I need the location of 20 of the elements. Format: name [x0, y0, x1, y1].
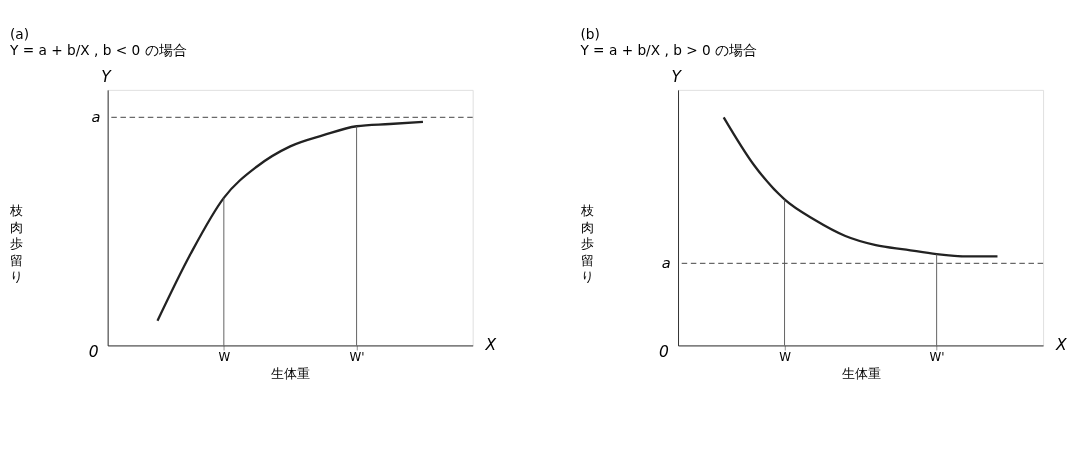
- text: Y: [101, 67, 113, 86]
- ref-line-label: a: [661, 253, 671, 271]
- ref-line-label: a: [91, 107, 101, 125]
- x-tick-label: W': [349, 350, 365, 365]
- text: X: [484, 336, 497, 355]
- x-tick-label: W': [929, 350, 945, 365]
- chart-title: (a): [10, 25, 30, 42]
- chart-title: (b): [580, 25, 600, 42]
- chart-subtitle: Y = a + b/X , b < 0 の場合: [9, 42, 187, 59]
- text: Y: [671, 67, 683, 86]
- x-axis-title: 生体重: [841, 365, 881, 381]
- y-axis-title: 枝肉歩留り: [579, 203, 594, 285]
- x-axis-title: 生体重: [271, 365, 311, 381]
- x-tick-label: W: [218, 350, 231, 365]
- text: X: [1054, 336, 1067, 355]
- text: 0: [88, 343, 99, 362]
- x-tick-label: W: [779, 350, 792, 365]
- chart-subtitle: Y = a + b/X , b > 0 の場合: [579, 42, 758, 59]
- text: 0: [659, 343, 670, 362]
- y-axis-title: 枝肉歩留り: [9, 203, 24, 285]
